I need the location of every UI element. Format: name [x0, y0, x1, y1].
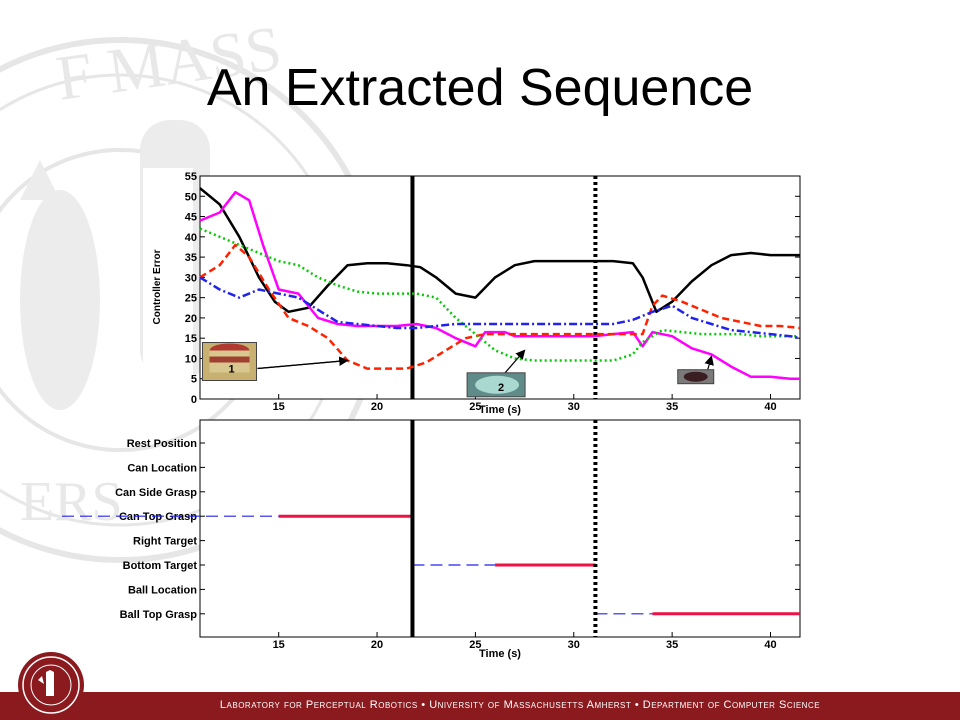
- thumbnail-ball-image: [677, 369, 715, 385]
- top-series-line-0: [199, 187, 800, 314]
- bottom-x-tick-label: 15: [273, 639, 285, 651]
- svg-text:ERS: ERS: [20, 471, 123, 533]
- top-x-tick-label: 25: [469, 401, 481, 413]
- top-x-ticks: 15 20 25 30 35 40: [273, 394, 777, 413]
- bottom-x-ticks: 15 20 25 30 35 40: [273, 632, 777, 651]
- top-y-tick-label: 0: [191, 394, 197, 406]
- top-y-tick-label: 40: [185, 232, 197, 244]
- top-y-tick-label: 5: [191, 374, 197, 386]
- top-chart-label-panel: [143, 168, 193, 408]
- top-plot-area: [199, 175, 801, 400]
- footer-text: Laboratory for Perceptual Robotics • Uni…: [219, 699, 821, 711]
- category-label: Can Side Grasp: [115, 487, 197, 499]
- top-x-tick-label: 15: [273, 401, 285, 413]
- category-label: Ball Location: [128, 584, 197, 596]
- bottom-x-tick-label: 20: [371, 639, 383, 651]
- top-y-tick-label: 20: [185, 313, 197, 325]
- top-y-tick-label: 50: [185, 191, 197, 203]
- top-series-line-4: [199, 276, 801, 340]
- top-x-tick-label: 20: [371, 401, 383, 413]
- top-y-tick-label: 55: [185, 171, 197, 183]
- top-y-tick-label: 10: [185, 353, 197, 365]
- thumbnail-can-image: 1: [202, 342, 258, 382]
- umass-seal-logo: [18, 652, 84, 718]
- thumbnail-arrows: [257, 349, 714, 374]
- thumbnail-arrow: [504, 349, 526, 374]
- thumbnail-label: 1: [228, 364, 234, 376]
- thumbnail-target-image: 2: [466, 372, 526, 398]
- category-label: Bottom Target: [123, 560, 198, 572]
- top-x-tick-label: 30: [568, 401, 580, 413]
- thumbnail-label: 2: [498, 382, 504, 394]
- bottom-plot-area: [199, 419, 801, 638]
- category-label: Ball Top Grasp: [120, 609, 198, 621]
- category-label: Right Target: [133, 536, 197, 548]
- top-y-ticks: 0 5 10 15 20 25 30 35 40 45 50 55: [185, 171, 800, 406]
- footer-bar: [0, 692, 960, 720]
- category-label: Rest Position: [127, 438, 198, 450]
- category-label: Can Location: [127, 462, 197, 474]
- bottom-category-labels: Rest Position Can Location Can Side Grasp C…: [115, 438, 800, 621]
- bottom-vertical-markers: [410, 420, 598, 637]
- bottom-x-tick-label: 30: [568, 639, 580, 651]
- top-series-line-2: [199, 243, 801, 370]
- top-y-tick-label: 30: [185, 272, 197, 284]
- top-y-axis-label: Controller Error: [152, 249, 163, 324]
- bottom-x-axis-label: Time (s): [479, 648, 521, 660]
- bottom-segments: [62, 514, 800, 616]
- bottom-x-tick-label: 40: [764, 639, 776, 651]
- bottom-x-tick-label: 25: [469, 639, 481, 651]
- top-x-axis-label: Time (s): [479, 404, 521, 416]
- top-y-tick-label: 25: [185, 293, 197, 305]
- top-y-tick-label: 45: [185, 212, 197, 224]
- top-vertical-markers: [410, 176, 598, 399]
- top-series: [199, 187, 801, 380]
- top-chart: 0 5 10 15 20 25 30 35 40 45 50 55 15 20 25 30 35 40 Cont…: [143, 168, 801, 416]
- bottom-chart: Rest Position Can Location Can Side Grasp C…: [62, 419, 801, 660]
- slide-title: An Extracted Sequence: [206, 59, 754, 117]
- thumbnail-arrow: [257, 356, 349, 370]
- bottom-x-tick-label: 35: [666, 639, 678, 651]
- thumbnail-arrow: [704, 355, 714, 370]
- top-series-line-1: [199, 190, 800, 380]
- category-label: Can Top Grasp: [119, 511, 197, 523]
- top-x-tick-label: 40: [764, 401, 776, 413]
- top-y-tick-label: 35: [185, 252, 197, 264]
- top-y-tick-label: 15: [185, 333, 197, 345]
- top-x-tick-label: 35: [666, 401, 678, 413]
- thumbnails: 12: [202, 342, 715, 398]
